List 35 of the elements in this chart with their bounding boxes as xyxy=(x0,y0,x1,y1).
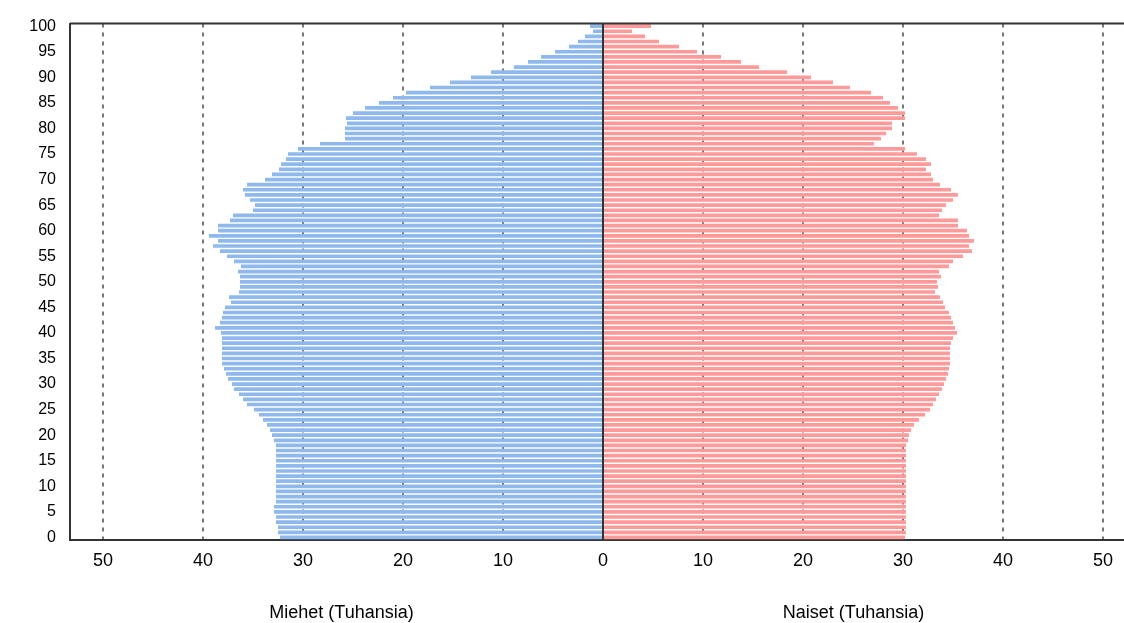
x-tick-label: 40 xyxy=(192,549,214,570)
text: Miehet (Tuhansia) xyxy=(269,602,414,622)
y-tick-label: 70 xyxy=(38,169,57,187)
x-tick-label: 30 xyxy=(292,549,314,570)
y-tick-label: 25 xyxy=(38,400,57,418)
x-tick-label: 10 xyxy=(492,549,514,570)
y-tick-label: 15 xyxy=(38,451,57,469)
y-tick-label: 60 xyxy=(38,221,57,239)
text: Naiset (Tuhansia) xyxy=(782,602,925,622)
y-tick-label: 5 xyxy=(47,502,57,520)
y-tick-label: 30 xyxy=(38,374,57,392)
y-tick-label: 45 xyxy=(38,297,57,315)
y-tick-label: 100 xyxy=(29,16,57,34)
y-tick-label: 75 xyxy=(38,144,57,162)
y-tick-label: 90 xyxy=(38,67,57,85)
bar xyxy=(593,29,602,34)
x-tick-label: 20 xyxy=(792,549,814,570)
y-tick-label: 10 xyxy=(38,476,57,494)
y-tick-label: 20 xyxy=(38,425,57,443)
x-tick-label: 30 xyxy=(892,549,914,570)
x-tick-label: 40 xyxy=(992,549,1014,570)
x-tick-label: 10 xyxy=(692,549,714,570)
x-tick-label: 50 xyxy=(1092,549,1114,570)
x-tick-label: 0 xyxy=(597,549,609,570)
x-tick-label: 20 xyxy=(392,549,414,570)
y-tick-label: 0 xyxy=(47,527,57,545)
x-tick-label: 50 xyxy=(92,549,114,570)
y-tick-label: 40 xyxy=(38,323,57,341)
y-tick-label: 55 xyxy=(38,246,57,264)
y-tick-label: 85 xyxy=(38,93,57,111)
y-tick-label: 65 xyxy=(38,195,57,213)
y-tick-label: 50 xyxy=(38,272,57,290)
y-tick-label: 35 xyxy=(38,348,57,366)
y-tick-label: 95 xyxy=(38,42,57,60)
y-tick-label: 80 xyxy=(38,118,57,136)
